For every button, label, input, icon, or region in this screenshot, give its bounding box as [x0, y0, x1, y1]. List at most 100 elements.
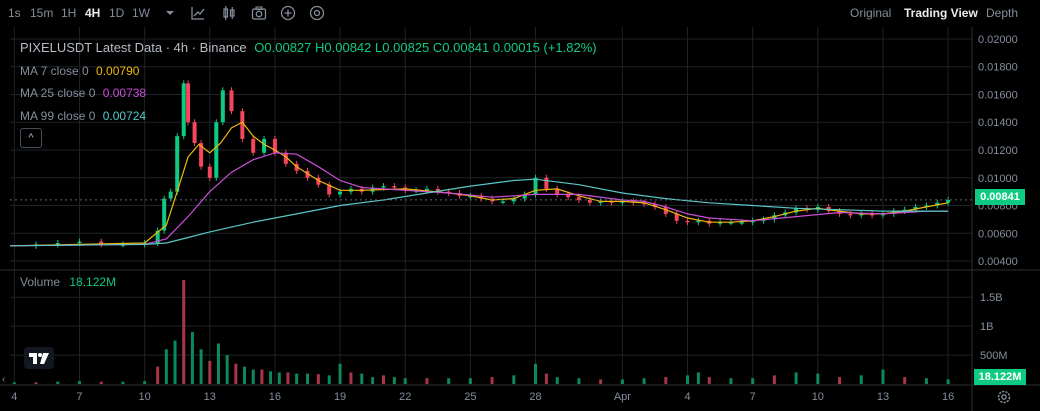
candle-body	[652, 204, 657, 207]
volume-bar	[707, 377, 711, 384]
candle-body	[794, 208, 799, 213]
candle-body	[283, 152, 288, 164]
candle-body	[870, 213, 875, 216]
volume-bar	[425, 378, 429, 384]
ma25-line	[9, 152, 949, 247]
ma25-legend[interactable]: MA 25 close 0 0.00738	[20, 86, 146, 100]
candle-body	[566, 194, 571, 198]
volume-bar	[306, 373, 310, 384]
ma99-legend[interactable]: MA 99 close 0 0.00724	[20, 109, 146, 123]
timeframe-1h[interactable]: 1H	[61, 6, 77, 20]
volume-bar	[577, 378, 581, 384]
ohlc-low: L0.00825	[375, 40, 430, 55]
chevron-down-icon[interactable]	[161, 4, 179, 22]
candle-body	[696, 220, 701, 223]
volume-bar	[881, 369, 885, 384]
ma99-label: MA 99 close 0	[20, 109, 96, 123]
timeframe-1s[interactable]: 1s	[8, 6, 21, 20]
candle-body	[199, 143, 204, 167]
price-tick-label: 0.00600	[978, 228, 1018, 240]
volume-bar	[121, 381, 125, 384]
volume-bar	[77, 381, 81, 384]
candle-body	[479, 195, 484, 199]
volume-bar	[182, 279, 186, 384]
volume-bar	[903, 377, 907, 384]
candle-body	[718, 222, 723, 224]
x-tick-label: 25	[464, 391, 476, 403]
volume-bar	[190, 331, 194, 384]
candle-body	[946, 199, 951, 203]
volume-bar	[164, 349, 168, 384]
timeframe-1d[interactable]: 1D	[109, 6, 125, 20]
timeframe-15m[interactable]: 15m	[30, 6, 54, 20]
camera-icon[interactable]	[250, 4, 268, 22]
draw-line-icon[interactable]	[189, 4, 207, 22]
volume-bar	[234, 363, 238, 384]
volume-bar	[447, 378, 451, 384]
ma7-line	[9, 121, 949, 247]
volume-bar	[772, 375, 776, 384]
candle-body	[168, 191, 173, 199]
candle-body	[739, 222, 744, 224]
candle-body	[935, 202, 940, 206]
view-tab-depth[interactable]: Depth	[986, 6, 1019, 20]
volume-bar	[392, 377, 396, 384]
scroll-left-icon[interactable]: ‹	[2, 374, 6, 385]
candle-body	[251, 138, 256, 153]
last-volume-tag: 18.122M	[974, 369, 1026, 385]
volume-bar	[794, 372, 798, 384]
price-tick-label: 0.01200	[978, 145, 1018, 157]
volume-bar	[555, 377, 559, 384]
view-tab-trading-view[interactable]: Trading View	[904, 6, 978, 20]
volume-bar	[642, 378, 646, 384]
candle-body	[240, 111, 245, 139]
volume-bar	[295, 373, 299, 384]
candle-body	[750, 220, 755, 223]
volume-bar	[859, 375, 863, 384]
candle-body	[555, 188, 560, 195]
volume-bar	[468, 378, 472, 384]
plus-circle-icon[interactable]	[279, 4, 297, 22]
ma7-legend[interactable]: MA 7 close 0 0.00790	[20, 64, 139, 78]
candle-body	[327, 184, 332, 195]
price-chart[interactable]: 4 7 10 13 16 19 22 25 28 Apr 4 7 10 13 16 0.02000 0.0180…	[0, 27, 1040, 411]
collapse-legend-button[interactable]: ^	[20, 128, 42, 148]
candle-body	[522, 194, 527, 199]
candle-body	[214, 122, 219, 178]
ma7-value: 0.00790	[96, 64, 140, 78]
candle-body	[99, 241, 104, 245]
x-tick-label: 13	[877, 391, 889, 403]
view-tab-original[interactable]: Original	[850, 6, 892, 20]
volume-bar	[316, 374, 320, 384]
candle-body	[902, 209, 907, 212]
timeframe-1w[interactable]: 1W	[132, 6, 150, 20]
timeframe-4h[interactable]: 4H	[85, 6, 101, 20]
indicator-icon[interactable]	[308, 4, 326, 22]
volume-tick-label: 1.5B	[980, 292, 1003, 304]
settings-gear-icon[interactable]	[996, 389, 1012, 405]
price-tick-label: 0.01800	[978, 62, 1018, 74]
volume-bar	[208, 360, 212, 384]
candle-body	[175, 136, 180, 192]
candle-body	[181, 83, 186, 137]
volume-bar	[696, 372, 700, 384]
candle-body	[142, 243, 147, 245]
candle-body	[392, 186, 397, 188]
candle-body	[468, 195, 473, 198]
price-tick-label: 0.02000	[978, 34, 1018, 46]
candle-type-icon[interactable]	[220, 4, 238, 22]
candle-body	[533, 177, 538, 195]
tradingview-logo[interactable]	[24, 347, 54, 369]
volume-bar	[286, 372, 290, 384]
chart-legend: PIXELUSDT Latest Data · 4h · Binance O0.…	[20, 40, 597, 55]
volume-label: Volume	[20, 275, 61, 289]
volume-bar	[751, 378, 755, 384]
x-tick-label: 7	[76, 391, 82, 403]
volume-bar	[277, 372, 281, 384]
candle-body	[924, 205, 929, 208]
volume-tick-label: 500M	[980, 350, 1008, 362]
x-tick-label: 16	[269, 391, 281, 403]
candle-body	[192, 122, 197, 144]
candle-body	[880, 213, 885, 216]
candle-body	[381, 186, 386, 188]
